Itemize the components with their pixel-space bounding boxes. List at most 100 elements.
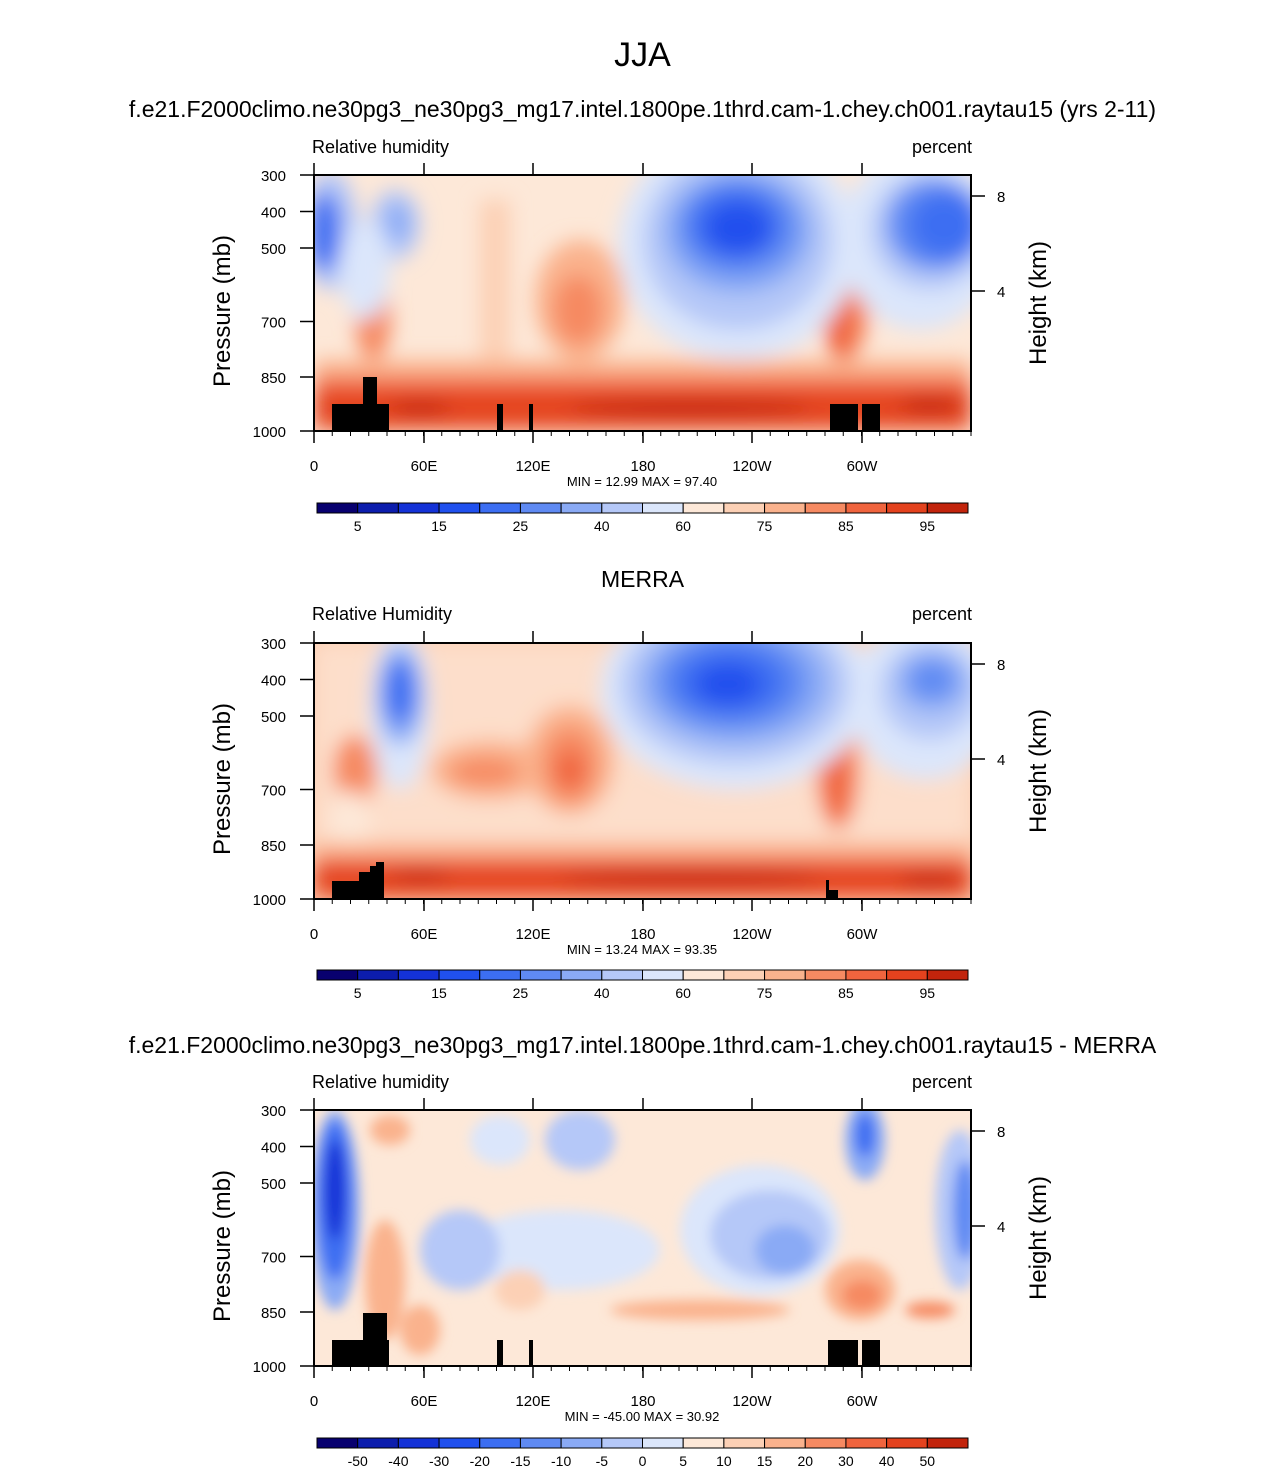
y-tick-label: 700: [261, 1250, 286, 1267]
colorbar-swatch: [845, 1437, 888, 1449]
colorbar-swatch: [519, 502, 562, 514]
x-tick-label: 180: [630, 926, 655, 943]
y2-tick-label: 8: [997, 189, 1005, 206]
colorbar-label: 15: [431, 518, 447, 534]
colorbar-swatch: [886, 1437, 928, 1449]
colorbar-swatch: [886, 502, 928, 514]
colorbar-label: -20: [470, 1453, 490, 1469]
panel3-field: [314, 1110, 971, 1366]
y2-tick-label: 4: [997, 752, 1005, 769]
colorbar-swatch: [519, 1437, 562, 1449]
colorbar-swatch: [764, 1437, 806, 1449]
x-tick-label: 60E: [411, 458, 438, 475]
x-tick-label: 120E: [515, 458, 550, 475]
colorbar-label: 60: [675, 518, 691, 534]
colorbar-swatch: [438, 502, 481, 514]
colorbar-swatch: [560, 502, 603, 514]
y-tick-label: 1000: [253, 1359, 286, 1376]
colorbar-label: -50: [348, 1453, 368, 1469]
colorbar-label: 75: [757, 518, 773, 534]
colorbar-label: 30: [838, 1453, 854, 1469]
x-tick-label: 180: [630, 458, 655, 475]
colorbar-swatch: [438, 969, 481, 981]
y-tick-label: 1000: [253, 892, 286, 909]
colorbar-label: 0: [639, 1453, 647, 1469]
x-tick-label: 120E: [515, 926, 550, 943]
colorbar-label: -5: [596, 1453, 609, 1469]
x-tick-label: 60W: [847, 1393, 879, 1410]
min-max-stats: MIN = 12.99 MAX = 97.40: [567, 474, 717, 489]
colorbar-label: 95: [920, 985, 936, 1001]
x-tick-label: 60W: [847, 458, 879, 475]
y-tick-label: 300: [261, 1103, 286, 1120]
y2-tick-label: 8: [997, 657, 1005, 674]
colorbar-label: 25: [513, 985, 529, 1001]
colorbar-label: 40: [879, 1453, 895, 1469]
x-tick-label: 120W: [732, 1393, 772, 1410]
colorbar-swatch: [845, 502, 888, 514]
x-tick-label: 0: [310, 926, 318, 943]
colorbar-swatch: [397, 969, 440, 981]
x-tick-label: 60W: [847, 926, 879, 943]
y2-tick-label: 4: [997, 284, 1005, 301]
y-tick-label: 500: [261, 709, 286, 726]
x-tick-label: 120E: [515, 1393, 550, 1410]
colorbar-swatch: [560, 969, 603, 981]
y-tick-label: 700: [261, 315, 286, 332]
colorbar-swatch: [642, 1437, 684, 1449]
y2-axis-title: Height (km): [1025, 241, 1052, 365]
colorbar-label: 50: [920, 1453, 936, 1469]
colorbar-swatch: [560, 1437, 603, 1449]
y-tick-label: 300: [261, 636, 286, 653]
colorbar-swatch: [764, 969, 806, 981]
colorbar-label: 40: [594, 518, 610, 534]
y-tick-label: 850: [261, 1305, 286, 1322]
colorbar-label: 85: [838, 518, 854, 534]
colorbar-swatch: [926, 502, 969, 514]
colorbar-swatch: [804, 969, 847, 981]
colorbar-label: -30: [429, 1453, 449, 1469]
colorbar-label: 5: [679, 1453, 687, 1469]
y-tick-label: 400: [261, 673, 286, 690]
panel3-left-string: Relative humidity: [312, 1072, 450, 1092]
colorbar-label: 40: [594, 985, 610, 1001]
y-tick-label: 300: [261, 168, 286, 185]
x-tick-label: 0: [310, 1393, 318, 1410]
y-tick-label: 400: [261, 1140, 286, 1157]
colorbar-swatch: [804, 1437, 847, 1449]
colorbar-label: 95: [920, 518, 936, 534]
panel2-right-string: percent: [911, 604, 972, 624]
min-max-stats: MIN = 13.24 MAX = 93.35: [567, 942, 717, 957]
colorbar-label: 20: [797, 1453, 813, 1469]
colorbar-swatch: [723, 969, 766, 981]
main-title: JJA: [614, 36, 671, 74]
panel1-right-string: percent: [911, 137, 972, 157]
colorbar-swatch: [438, 1437, 481, 1449]
colorbar-swatch: [357, 502, 399, 514]
panel3-right-string: percent: [911, 1072, 972, 1092]
panel2-left-string: Relative Humidity: [312, 604, 453, 624]
panel2-title: MERRA: [600, 566, 685, 592]
y2-axis-title: Height (km): [1025, 1176, 1052, 1300]
colorbar-swatch: [601, 969, 643, 981]
colorbar-label: -10: [551, 1453, 571, 1469]
x-tick-label: 120W: [732, 926, 772, 943]
colorbar-swatch: [601, 1437, 643, 1449]
y-axis-title: Pressure (mb): [209, 235, 236, 387]
y-tick-label: 700: [261, 783, 286, 800]
y-tick-label: 500: [261, 1176, 286, 1193]
colorbar-label: 75: [757, 985, 773, 1001]
y-axis-title: Pressure (mb): [209, 703, 236, 855]
colorbar-label: 5: [354, 518, 362, 534]
colorbar-swatch: [804, 502, 847, 514]
x-tick-label: 0: [310, 458, 318, 475]
colorbar-swatch: [886, 969, 928, 981]
colorbar-swatch: [764, 502, 806, 514]
colorbar-swatch: [926, 1437, 969, 1449]
colorbar-swatch: [479, 1437, 521, 1449]
colorbar-swatch: [479, 502, 521, 514]
colorbar-label: -40: [388, 1453, 408, 1469]
colorbar-swatch: [723, 502, 766, 514]
colorbar-label: 85: [838, 985, 854, 1001]
